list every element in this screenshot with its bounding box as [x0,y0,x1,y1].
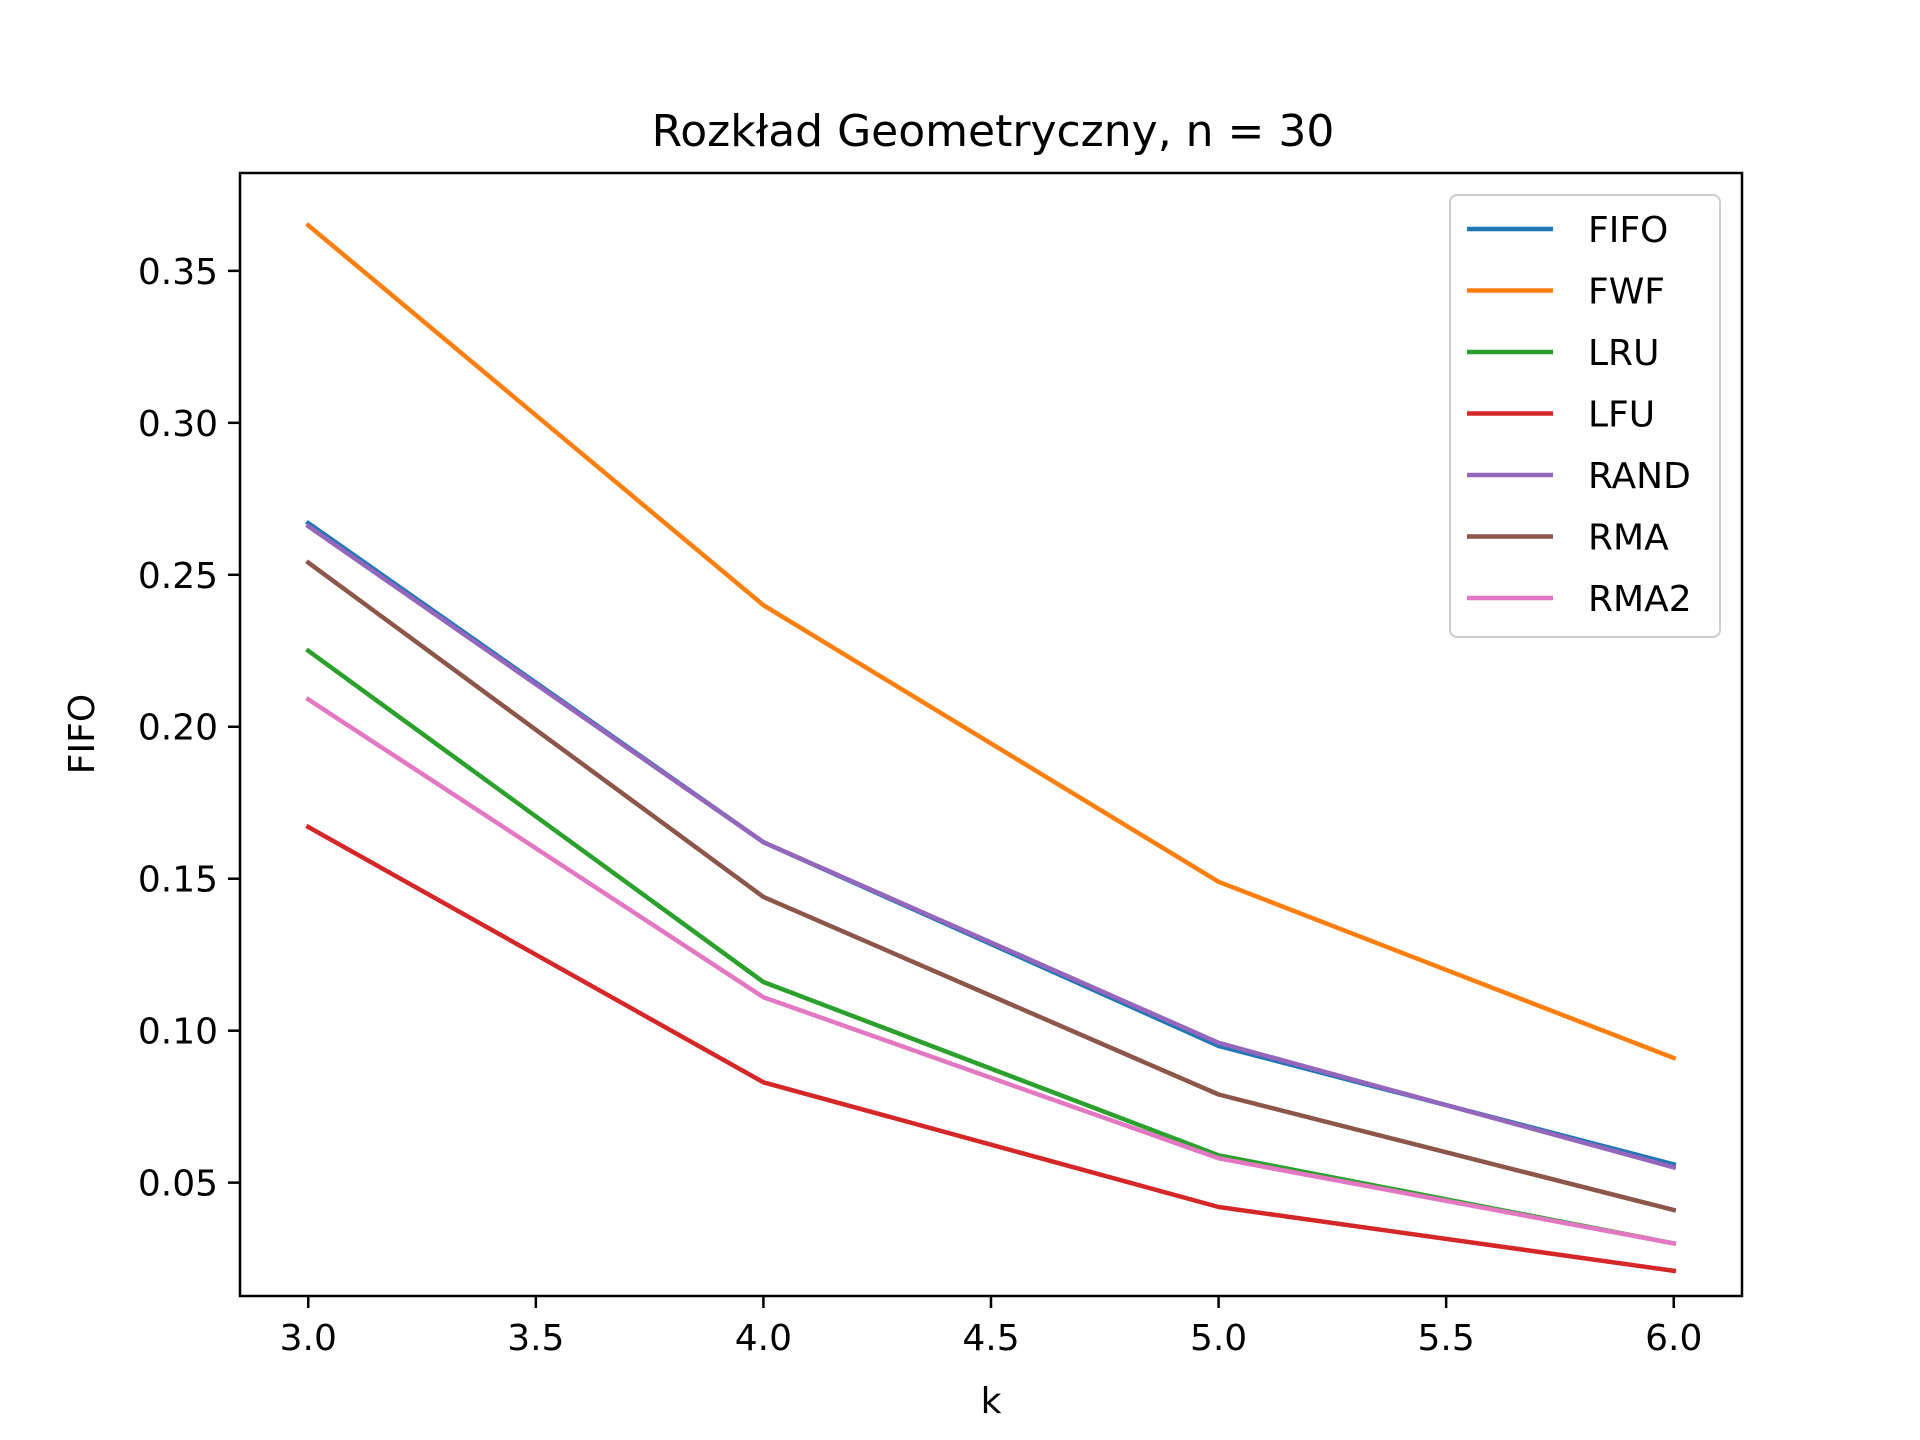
x-tick-label: 4.0 [735,1318,792,1359]
x-tick-label: 3.0 [280,1318,337,1359]
y-tick-label: 0.30 [138,404,218,445]
series-line-rand [305,523,1677,1171]
y-tick-label: 0.10 [138,1012,218,1053]
y-tick-label: 0.35 [138,252,218,293]
legend-label-lru: LRU [1588,333,1659,374]
legend-label-rand: RAND [1588,456,1691,497]
y-tick-label: 0.15 [138,860,218,901]
series-line-fwf [305,222,1677,1061]
chart-title: Rozkład Geometryczny, n = 30 [652,106,1335,157]
legend-label-rma2: RMA2 [1588,579,1692,620]
series-line-rma [305,559,1677,1213]
y-axis-label: FIFO [62,694,103,774]
x-tick-label: 4.5 [962,1318,1019,1359]
legend-label-lfu: LFU [1588,395,1655,436]
x-tick-label: 5.0 [1190,1318,1247,1359]
series-line-lfu [305,823,1677,1274]
y-tick-label: 0.25 [138,556,218,597]
x-tick-label: 3.5 [507,1318,564,1359]
x-axis: 3.0 3.5 4.0 4.5 5.0 5.5 6.0 [280,1296,1702,1359]
legend-label-fwf: FWF [1588,272,1665,313]
legend-box [1449,194,1721,638]
y-axis: 0.05 0.10 0.15 0.20 0.25 0.30 0.35 [138,252,240,1205]
y-tick-label: 0.05 [138,1164,218,1205]
legend-label-rma: RMA [1588,518,1669,559]
series-line-rma2 [305,696,1677,1247]
series-layer [305,222,1677,1274]
x-tick-label: 6.0 [1645,1318,1702,1359]
y-tick-label: 0.20 [138,708,218,749]
x-axis-label: k [981,1381,1002,1422]
legend-label-fifo: FIFO [1588,210,1668,251]
x-tick-label: 5.5 [1418,1318,1475,1359]
legend: FIFO FWF LRU LFU RAND RMA RMA2 [1449,194,1721,638]
